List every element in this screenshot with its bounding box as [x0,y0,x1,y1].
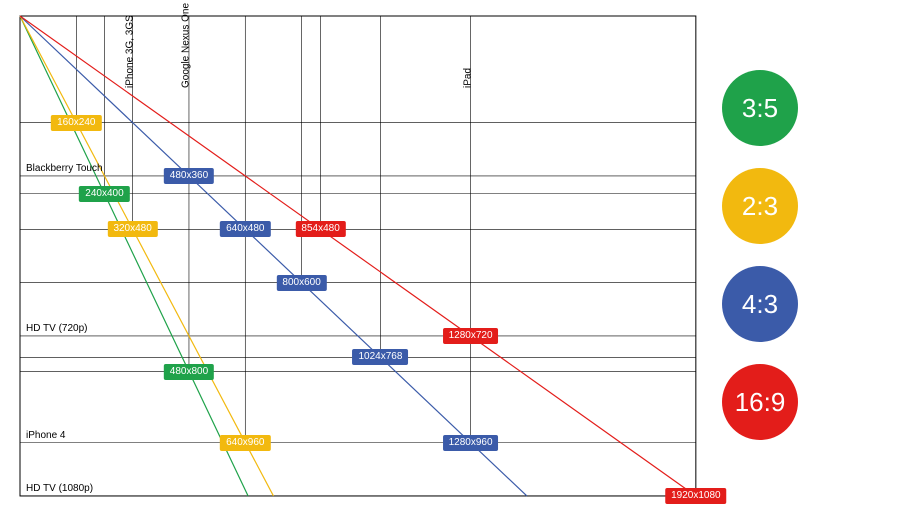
diagonal-blue [20,16,527,496]
resolution-label: 640x960 [220,435,270,451]
resolution-label: 800x600 [276,275,326,291]
resolution-label: 640x480 [220,221,270,237]
resolution-label: 240x400 [79,186,129,202]
resolution-label: 480x800 [164,364,214,380]
resolution-label: 320x480 [107,221,157,237]
row-label: HD TV (1080p) [22,483,93,496]
diagonal-red [20,16,696,496]
ratio-badge-2-3: 2:3 [722,168,798,244]
column-label: Google Nexus One [180,3,191,88]
ratio-badge-4-3: 4:3 [722,266,798,342]
column-label: iPad [462,68,473,88]
resolution-label: 1280x960 [443,435,499,451]
ratio-badge-3-5: 3:5 [722,70,798,146]
ratio-badge-16-9: 16:9 [722,364,798,440]
aspect-ratio-diagram: Blackberry Touch HD TV (720p) iPhone 4 HD T… [0,0,900,530]
diagonal-yellow [20,16,273,496]
row-label: iPhone 4 [22,430,65,443]
resolution-label: 1920x1080 [665,488,727,504]
column-label: iPhone 3G, 3GS [124,15,135,88]
resolution-label: 1280x720 [443,328,499,344]
row-label: Blackberry Touch [22,163,103,176]
resolution-label: 1024x768 [352,349,408,365]
row-label: HD TV (720p) [22,323,88,336]
resolution-label: 854x480 [295,221,345,237]
resolution-label: 480x360 [164,168,214,184]
resolution-label: 160x240 [51,115,101,131]
